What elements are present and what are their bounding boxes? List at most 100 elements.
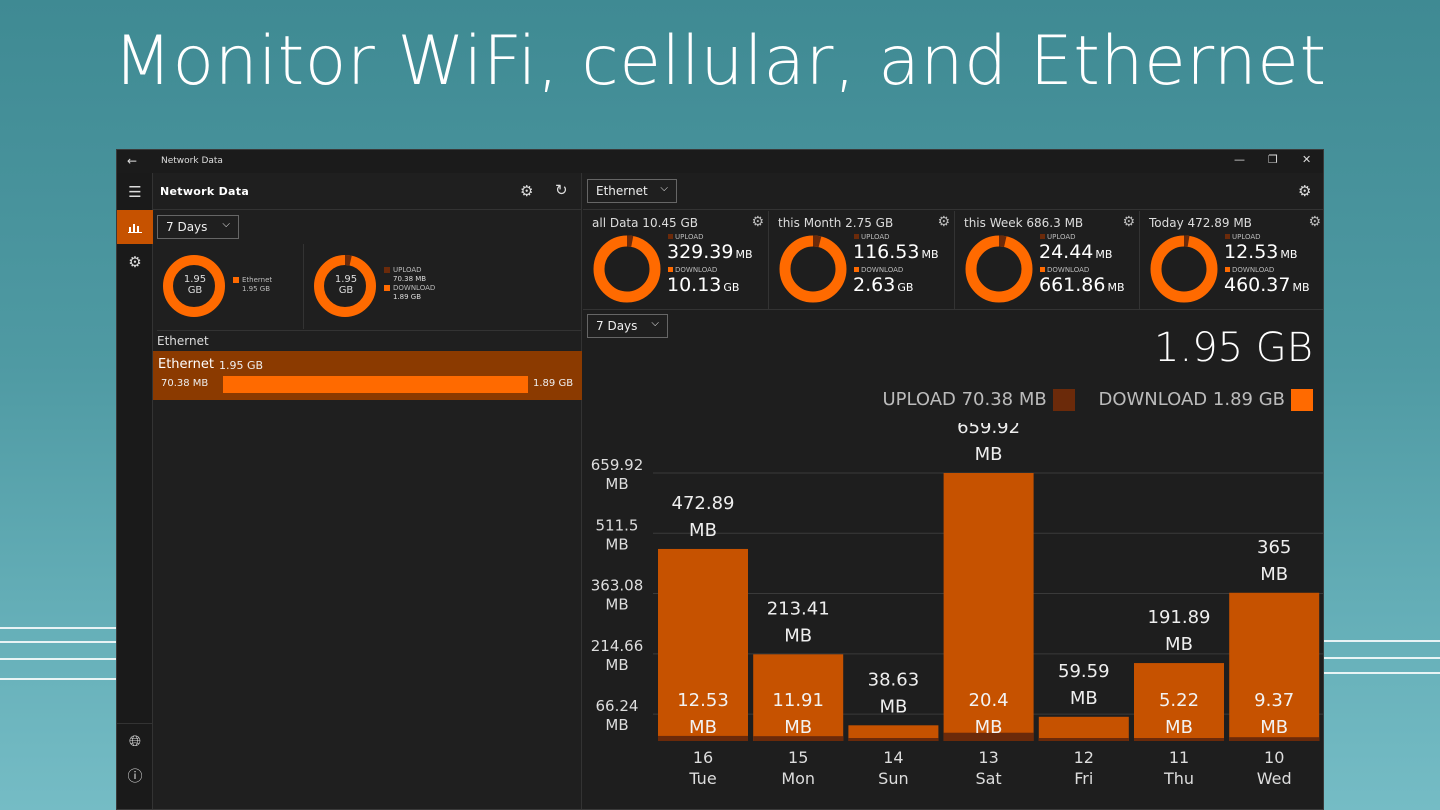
x-tick-day-name: Thu (1163, 769, 1194, 788)
card-download-value: 460.37 MB (1224, 274, 1310, 296)
settings-gear-icon[interactable]: ⚙ (520, 182, 534, 200)
bar-upload (1229, 737, 1320, 741)
bar-total-value: 59.59 (1058, 661, 1110, 682)
bar-upload-value: 9.37 (1254, 690, 1294, 711)
x-tick-day-name: Fri (1074, 769, 1093, 788)
bar-upload (753, 736, 844, 741)
bar-total-unit: MB (975, 444, 1003, 465)
bar-total-value: 191.89 (1148, 607, 1211, 628)
x-tick-day-name: Sat (975, 769, 1001, 788)
bar-total-value: 213.41 (767, 598, 830, 619)
bar-upload (943, 732, 1034, 741)
close-icon[interactable]: ✕ (1302, 153, 1312, 166)
refresh-icon[interactable]: ↻ (555, 181, 568, 199)
card-donut (1150, 235, 1218, 303)
card-download-value: 2.63 GB (853, 274, 914, 296)
donut-legend: UPLOAD 70.38 MB DOWNLOAD 1.89 GB (384, 266, 435, 302)
bar-chart-icon (128, 224, 142, 233)
card-download-label: DOWNLOAD (668, 266, 717, 274)
card-settings-gear-icon[interactable]: ⚙ (937, 214, 950, 230)
app-title: Network Data (160, 185, 250, 198)
bar-download (1038, 716, 1129, 741)
app-window: ← Network Data — ❐ ✕ ☰ ⚙ 🌐︎ ⓘ Network Da… (116, 149, 1324, 810)
adapter-list-item[interactable]: Ethernet 1.95 GB 70.38 MB 1.89 GB (153, 351, 582, 400)
chart-range-dropdown[interactable]: 7 Days ⌵ (587, 314, 668, 338)
legend-upload-label: UPLOAD 70.38 MB (882, 389, 1047, 410)
card-title: this Month 2.75 GB (778, 216, 894, 230)
period-total: 1.95 GB (1154, 325, 1313, 371)
bar-download (943, 473, 1034, 741)
bar-upload (1134, 738, 1224, 741)
y-tick-unit: MB (605, 535, 628, 553)
adapter-download: 1.89 GB (533, 378, 574, 389)
right-header: Ethernet ⌵ ⚙ (583, 173, 1323, 210)
info-icon[interactable]: ⓘ (127, 766, 143, 785)
settings-nav-icon[interactable]: ⚙ (128, 253, 142, 271)
card-upload-value: 24.44 MB (1039, 241, 1113, 263)
globe-icon[interactable]: 🌐︎ (117, 723, 153, 757)
bar-total-value: 38.63 (868, 669, 920, 690)
bar-upload (658, 735, 748, 741)
adapter-total: 1.95 GB (219, 359, 264, 372)
decor-stripe (1324, 672, 1440, 674)
x-tick-day-name: Wed (1257, 769, 1292, 788)
x-tick-day-number: 12 (1074, 748, 1094, 767)
bar-total-unit: MB (1165, 634, 1193, 655)
card-download-value: 10.13 GB (667, 274, 740, 296)
card-settings-gear-icon[interactable]: ⚙ (751, 214, 764, 230)
card-upload-value: 329.39 MB (667, 241, 753, 263)
bar-download (848, 725, 939, 741)
chevron-down-icon: ⌵ (222, 219, 230, 230)
legend-download-label: DOWNLOAD 1.89 GB (1098, 389, 1285, 410)
nav-rail: ☰ ⚙ 🌐︎ ⓘ (117, 173, 153, 809)
adapter-name: Ethernet (158, 357, 214, 372)
bar-total-value: 365 (1257, 537, 1291, 558)
card-settings-gear-icon[interactable]: ⚙ (1308, 214, 1321, 230)
restore-icon[interactable]: ❐ (1268, 153, 1278, 166)
range-dropdown[interactable]: 7 Days ⌵ (157, 215, 239, 239)
window-title: Network Data (161, 156, 223, 166)
bar-download (753, 654, 844, 741)
card-download-label: DOWNLOAD (854, 266, 903, 274)
x-tick-day-number: 15 (788, 748, 808, 767)
card-download-label: DOWNLOAD (1225, 266, 1274, 274)
daily-usage-chart: 659.92MB511.5MB363.08MB214.66MB66.24MB47… (591, 423, 1323, 788)
updown-donut-card: 1.95 GB UPLOAD 70.38 MB DOWNLOAD 1.89 GB (304, 244, 454, 329)
minimize-icon[interactable]: — (1234, 153, 1245, 166)
settings-gear-icon[interactable]: ⚙ (1298, 182, 1312, 200)
adapter-dropdown[interactable]: Ethernet ⌵ (587, 179, 677, 203)
summary-card: this Month 2.75 GB ⚙ UPLOAD 116.53 MB DOWNLOA… (769, 211, 955, 310)
back-arrow-icon[interactable]: ← (127, 154, 138, 168)
y-tick-label: 363.08 (591, 577, 644, 595)
left-pane: Network Data ⚙ ↻ 7 Days ⌵ 1.95 GB Ethern… (153, 173, 582, 809)
card-upload-label: UPLOAD (854, 233, 890, 241)
decor-stripe (0, 658, 120, 660)
hamburger-menu-icon[interactable]: ☰ (128, 183, 142, 201)
bar-upload-unit: MB (689, 717, 717, 738)
title-bar: ← Network Data — ❐ ✕ (117, 150, 1323, 173)
bar-upload (1038, 738, 1129, 741)
right-pane: Ethernet ⌵ ⚙ all Data 10.45 GB ⚙ UPLOAD 329… (583, 173, 1323, 809)
x-tick-day-name: Tue (688, 769, 716, 788)
total-donut (163, 255, 225, 317)
decor-stripe (1324, 657, 1440, 659)
card-donut (593, 235, 661, 303)
legend-download-swatch (1291, 389, 1313, 411)
updown-donut (314, 255, 376, 317)
summary-card: all Data 10.45 GB ⚙ UPLOAD 329.39 MB DOWNLOAD… (583, 211, 769, 310)
summary-card: this Week 686.3 MB ⚙ UPLOAD 24.44 MB DOWNLOAD… (955, 211, 1140, 310)
bar-upload-value: 12.53 (677, 690, 729, 711)
x-tick-day-number: 13 (978, 748, 998, 767)
card-upload-label: UPLOAD (668, 233, 704, 241)
summary-card: Today 472.89 MB ⚙ UPLOAD 12.53 MB DOWNLOAD 460… (1140, 211, 1323, 310)
bar-total-unit: MB (1070, 688, 1098, 709)
x-tick-day-name: Sun (878, 769, 908, 788)
bar-chart-nav-icon[interactable] (117, 210, 153, 244)
card-settings-gear-icon[interactable]: ⚙ (1122, 214, 1135, 230)
adapter-usage-bar (223, 376, 528, 393)
y-tick-label: 214.66 (591, 637, 644, 655)
y-tick-unit: MB (605, 475, 628, 493)
donut-center-text: 1.95 GB (334, 274, 358, 296)
chart-range-value: 7 Days (596, 319, 638, 333)
donut-center-text: 1.95 GB (183, 274, 207, 296)
